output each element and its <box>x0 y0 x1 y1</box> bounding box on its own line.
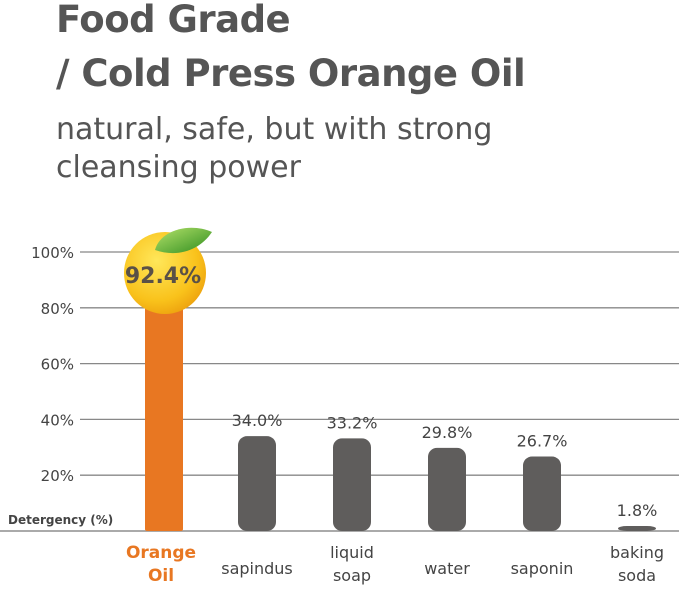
bar-liquid-soap <box>333 438 371 531</box>
category-label: liquid <box>330 543 374 562</box>
y-tick-label: 100% <box>31 244 74 262</box>
category-label: water <box>424 559 470 578</box>
data-label: 34.0% <box>232 411 283 430</box>
category-label: soda <box>618 566 656 585</box>
data-label: 26.7% <box>517 432 568 451</box>
category-label: sapindus <box>221 559 293 578</box>
category-label: Oil <box>148 566 174 586</box>
title-line-2: / Cold Press Orange Oil <box>56 52 526 95</box>
bar-baking-soda <box>618 525 656 531</box>
category-label: Orange <box>126 543 196 563</box>
data-label: 1.8% <box>617 501 658 520</box>
leaf-icon <box>155 227 212 254</box>
category-label: baking <box>610 543 664 562</box>
bar-orange-oil <box>145 273 183 531</box>
category-label: soap <box>333 566 371 585</box>
subtitle-line-2: cleansing power <box>56 150 301 185</box>
y-tick-label: 20% <box>41 467 74 485</box>
subtitle-line-1: natural, safe, but with strong <box>56 112 493 147</box>
y-axis-label: Detergency (%) <box>8 513 113 527</box>
data-label: 29.8% <box>422 423 473 442</box>
title-line-1: Food Grade <box>56 0 291 41</box>
bar-saponin <box>523 456 561 531</box>
orange-fruit <box>124 232 206 314</box>
y-tick-label: 60% <box>41 356 74 374</box>
bar-water <box>428 447 466 531</box>
data-label: 92.4% <box>125 264 201 289</box>
data-label: 33.2% <box>327 413 378 432</box>
bar-sapindus <box>238 436 276 531</box>
category-label: saponin <box>511 559 574 578</box>
y-tick-label: 80% <box>41 300 74 318</box>
y-tick-label: 40% <box>41 411 74 429</box>
